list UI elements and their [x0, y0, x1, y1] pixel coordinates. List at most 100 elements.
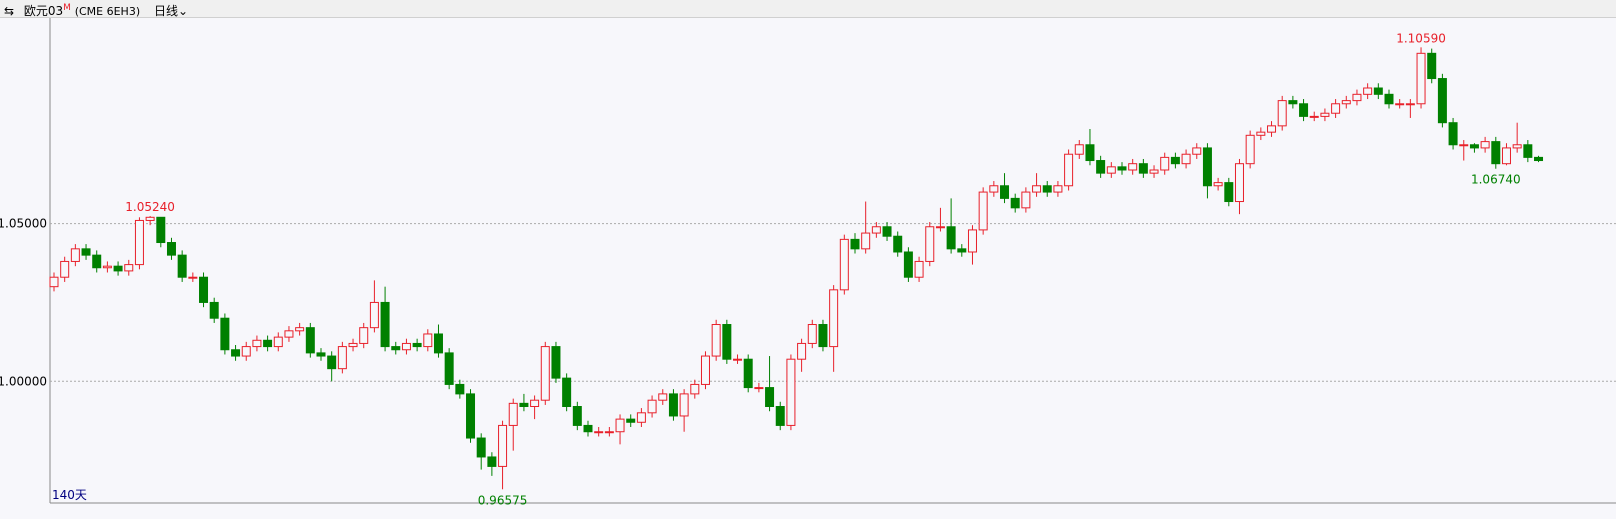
candle-body: [626, 418, 636, 423]
candle-body: [1096, 160, 1106, 174]
candle-body: [1117, 166, 1127, 171]
candle-body: [412, 342, 422, 348]
candle-body: [658, 393, 668, 401]
candle-body: [92, 254, 102, 269]
candle-body: [572, 406, 582, 426]
candle-body: [1010, 197, 1020, 209]
candle-body: [647, 399, 657, 414]
candle-body: [188, 276, 198, 279]
candle-body: [241, 346, 251, 357]
candle-body: [1523, 144, 1533, 158]
candle-body: [690, 383, 700, 395]
candle-body: [978, 191, 988, 231]
candle-body: [722, 324, 732, 360]
candle-body: [1170, 156, 1180, 165]
candle-body: [893, 235, 903, 253]
candle-body: [423, 333, 433, 348]
candle-body: [925, 226, 935, 262]
candle-body: [743, 358, 753, 389]
candle-body: [369, 301, 379, 329]
candle-body: [1128, 163, 1138, 171]
candle-body: [391, 346, 401, 351]
candle-body: [81, 248, 91, 256]
candle-body: [199, 276, 209, 303]
low-label: 0.96575: [478, 493, 528, 507]
candle-body: [466, 393, 476, 439]
candle-body: [1202, 147, 1212, 187]
candle-body: [871, 226, 881, 234]
candle-body: [263, 339, 273, 348]
candle-body: [1320, 112, 1330, 117]
candle-body: [508, 402, 518, 426]
candle-body: [145, 216, 155, 221]
candle-body: [273, 336, 283, 348]
candle-body: [562, 377, 572, 408]
candle-body: [1437, 78, 1447, 124]
candle-body: [594, 431, 604, 434]
instrument-name[interactable]: 欧元03: [23, 4, 64, 18]
instrument-code: (CME 6EH3): [74, 5, 141, 18]
candle-body: [1181, 153, 1191, 165]
header-bar: ⇆ 欧元03M (CME 6EH3) 日线⌄: [0, 0, 1616, 18]
candle-body: [327, 355, 337, 370]
candle-body: [1363, 87, 1373, 95]
candle-body: [1534, 156, 1544, 162]
candle-body: [679, 393, 689, 417]
candle-body: [380, 301, 390, 348]
candle-body: [1234, 163, 1244, 203]
candle-body: [903, 251, 913, 278]
menu-icon[interactable]: ⇆: [4, 4, 15, 18]
candle-body: [1021, 191, 1031, 209]
candle-body: [935, 226, 945, 229]
candle-body: [1341, 100, 1351, 105]
candle-body: [70, 248, 80, 262]
candle-body: [124, 264, 134, 272]
candle-body: [166, 242, 176, 256]
candle-body: [914, 260, 924, 278]
candle-body: [1448, 122, 1458, 146]
candle-body: [498, 424, 508, 467]
candle-body: [1491, 141, 1501, 165]
candle-body: [700, 355, 710, 385]
candle-body: [1192, 147, 1202, 155]
candle-body: [1074, 144, 1084, 155]
candle-body: [850, 238, 860, 250]
candle-body: [295, 327, 305, 332]
candle-body: [604, 431, 614, 434]
high-label: 1.10590: [1396, 31, 1446, 45]
candle-body: [551, 346, 561, 379]
candle-body: [1309, 115, 1319, 118]
range-label: 140天: [52, 488, 87, 502]
candle-body: [583, 424, 593, 433]
period-select[interactable]: 日线: [153, 4, 178, 18]
candle-body: [786, 358, 796, 426]
candle-body: [765, 387, 775, 408]
candle-body: [305, 327, 315, 354]
candle-body: [1512, 144, 1522, 149]
candle-body: [946, 226, 956, 250]
candle-body: [711, 324, 721, 357]
candle-body: [1053, 185, 1063, 193]
candle-body: [668, 393, 678, 417]
candle-body: [1256, 131, 1266, 136]
candle-body: [177, 254, 187, 278]
candle-body: [487, 456, 497, 467]
candle-body: [957, 248, 967, 253]
candle-body: [1277, 100, 1287, 127]
candle-body: [861, 232, 871, 250]
candle-body: [1000, 185, 1010, 199]
candle-body: [1405, 103, 1415, 106]
candle-body: [455, 383, 465, 395]
period-chevron[interactable]: ⌄: [177, 4, 189, 18]
candle-body: [797, 342, 807, 360]
candle-body: [60, 260, 70, 278]
candle-body: [1501, 147, 1511, 165]
candle-body: [1384, 93, 1394, 105]
candle-body: [807, 324, 817, 344]
candle-body: [444, 352, 454, 385]
candle-body: [989, 185, 999, 193]
candle-body: [113, 265, 123, 272]
candle-body: [882, 226, 892, 237]
